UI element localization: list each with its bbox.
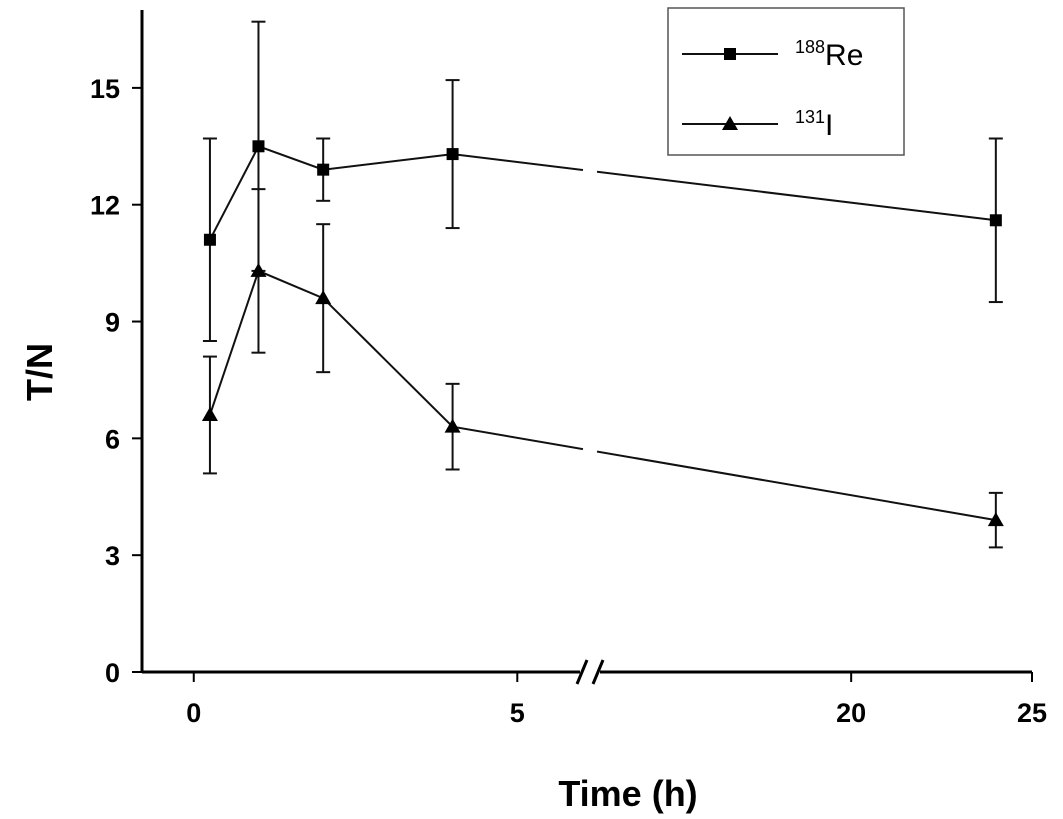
legend-label-superscript: 131: [795, 107, 825, 127]
legend-marker: [724, 48, 736, 60]
data-point: [989, 214, 1002, 227]
data-point: [201, 406, 218, 421]
x-tick-label: 0: [186, 698, 201, 728]
legend-label-main: I: [825, 109, 833, 142]
x-tick-label: 20: [836, 698, 866, 728]
legend-label-superscript: 188: [795, 37, 825, 57]
line-break-gap: [582, 167, 598, 175]
series-line: [208, 269, 996, 522]
y-tick-label: 0: [105, 658, 120, 688]
data-point: [252, 140, 265, 153]
data-point: [317, 163, 330, 176]
axis-break-mark: [575, 659, 589, 685]
legend-label: 188Re: [795, 37, 863, 72]
series-line: [209, 145, 996, 241]
legend: 188Re 131I: [667, 7, 905, 156]
x-tick-label: 5: [510, 698, 525, 728]
y-tick-label: 6: [105, 424, 120, 454]
axis-break-gap: [580, 666, 600, 678]
y-tick-label: 15: [90, 74, 120, 104]
data-point: [203, 233, 216, 246]
legend-box: [667, 7, 905, 156]
legend-label-main: Re: [825, 39, 863, 72]
x-axis-title: Time (h): [558, 773, 697, 814]
series-layer: [201, 20, 1004, 549]
data-point: [446, 148, 459, 161]
y-tick-label: 9: [105, 308, 120, 338]
y-tick-label: 3: [105, 541, 120, 571]
data-point: [250, 262, 267, 277]
legend-marker: [722, 116, 738, 130]
x-tick-label: 25: [1017, 698, 1047, 728]
y-axis-title: T/N: [19, 343, 60, 401]
legend-label: 131I: [795, 107, 833, 142]
line-break-gap: [582, 446, 598, 455]
data-point: [444, 418, 461, 433]
axes: 0 3 6 9 12 15 0 5 20 25: [90, 10, 1047, 728]
data-point: [315, 290, 332, 305]
data-point: [987, 512, 1004, 527]
series-i131: [201, 188, 1004, 549]
axis-break-mark: [591, 659, 605, 685]
y-tick-label: 12: [90, 191, 120, 221]
